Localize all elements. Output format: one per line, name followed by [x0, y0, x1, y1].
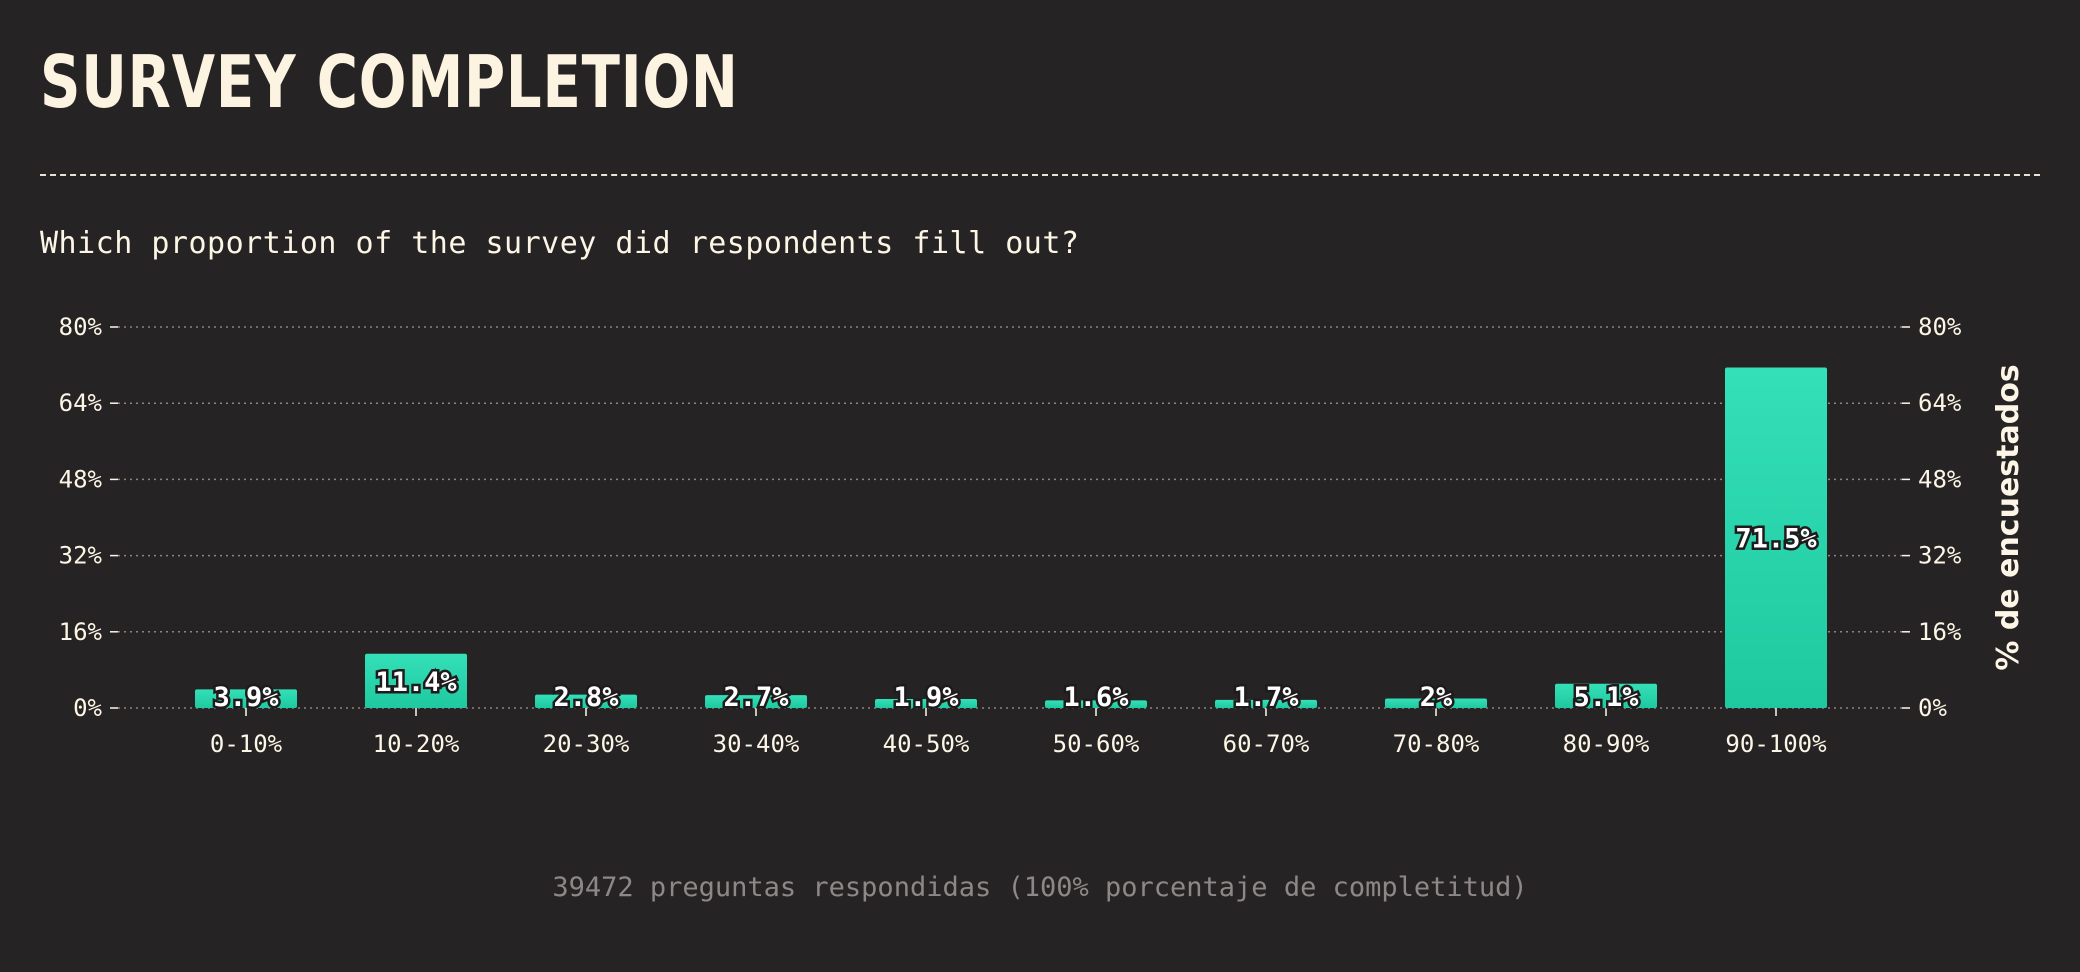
- bars: [195, 367, 1827, 708]
- y-tick-label: 32%: [59, 542, 103, 570]
- bar: [705, 695, 807, 708]
- bar-chart: 0% 16% 32% 48% 64% 80% 0% 16% 32% 48% 64% 80% 0-10…: [59, 313, 2026, 758]
- y-tick-label: 0%: [1918, 694, 1947, 722]
- x-tick-label: 0-10%: [210, 730, 283, 758]
- x-tick-label: 70-80%: [1393, 730, 1480, 758]
- chart-title: SURVEY COMPLETION: [40, 40, 739, 124]
- y-axis-title: % de encuestados: [1991, 364, 2026, 670]
- bar: [1555, 683, 1657, 708]
- y-tick-label: 48%: [1918, 465, 1962, 493]
- x-tick-label: 80-90%: [1563, 730, 1650, 758]
- bar: [1385, 698, 1487, 708]
- bar: [1045, 700, 1147, 708]
- chart-subtitle: Which proportion of the survey did respo…: [40, 226, 1080, 261]
- bar: [195, 689, 297, 708]
- y-tick-label: 16%: [1918, 618, 1962, 646]
- y-axis-left: 0% 16% 32% 48% 64% 80%: [59, 313, 118, 722]
- x-tick-label: 20-30%: [543, 730, 630, 758]
- y-axis-right: 0% 16% 32% 48% 64% 80%: [1902, 313, 1962, 722]
- x-tick-label: 10-20%: [373, 730, 460, 758]
- data-labels: 3.9% 11.4% 2.8% 2.7% 1.9% 1.6% 1.7% 2% 5.1% 71.5%: [211, 521, 1820, 715]
- y-tick-label: 80%: [1918, 313, 1962, 341]
- y-tick-label: 0%: [73, 694, 102, 722]
- data-label: 1.9%: [893, 682, 959, 713]
- data-label: 71.5%: [1735, 524, 1817, 555]
- bar: [875, 698, 977, 708]
- x-tick-label: 60-70%: [1223, 730, 1310, 758]
- x-tick-label: 90-100%: [1725, 730, 1827, 758]
- data-label: 3.9%: [213, 682, 279, 713]
- y-tick-label: 80%: [59, 313, 103, 341]
- data-label: 2%: [1420, 682, 1453, 713]
- x-tick-label: 30-40%: [713, 730, 800, 758]
- y-tick-label: 64%: [1918, 389, 1962, 417]
- bar: [365, 653, 467, 708]
- grid-lines: [118, 326, 1902, 709]
- bar: [1725, 367, 1827, 708]
- x-axis: 0-10% 10-20% 20-30% 30-40% 40-50% 50-60% 60-70…: [210, 708, 1827, 758]
- y-tick-label: 32%: [1918, 542, 1962, 570]
- data-label: 2.7%: [723, 682, 789, 713]
- data-label: 1.7%: [1233, 682, 1299, 713]
- bar: [535, 694, 637, 708]
- y-tick-label: 48%: [59, 465, 103, 493]
- data-label: 11.4%: [375, 667, 457, 698]
- y-tick-label: 64%: [59, 389, 103, 417]
- data-label: 5.1%: [1573, 682, 1639, 713]
- x-tick-label: 40-50%: [883, 730, 970, 758]
- title-divider: [40, 174, 2040, 176]
- x-tick-label: 50-60%: [1053, 730, 1140, 758]
- data-label: 2.8%: [553, 682, 619, 713]
- bar: [1215, 699, 1317, 708]
- data-label: 1.6%: [1063, 682, 1129, 713]
- footer-note: 39472 preguntas respondidas (100% porcen…: [552, 872, 1528, 903]
- y-tick-label: 16%: [59, 618, 103, 646]
